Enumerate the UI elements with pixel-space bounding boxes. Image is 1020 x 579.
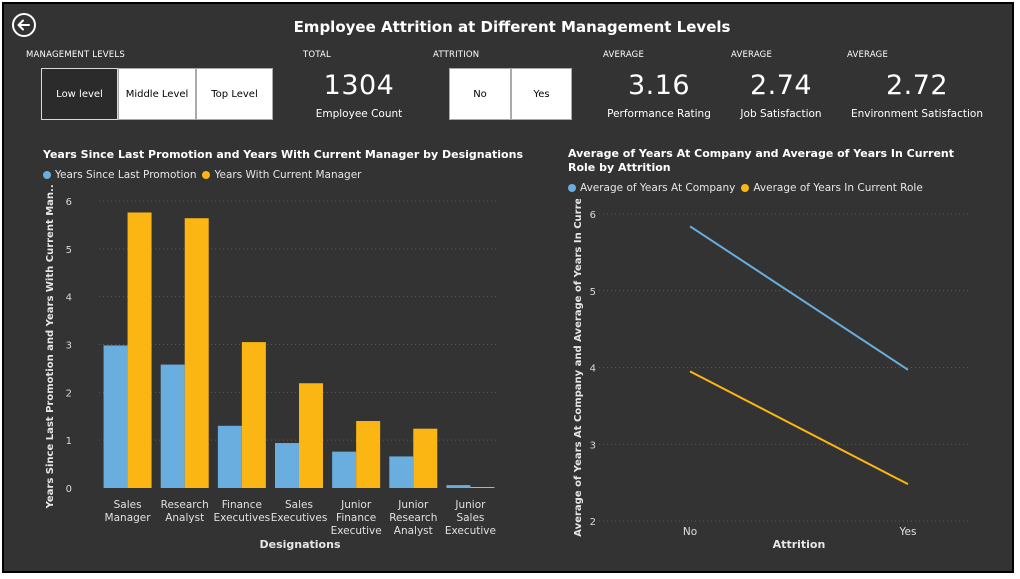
y-tick-label: 3 (66, 341, 72, 352)
legend-label-years-at-company: Average of Years At Company (580, 182, 736, 194)
legend-item-promotion[interactable]: Years Since Last Promotion (43, 169, 196, 181)
back-button[interactable] (12, 13, 36, 37)
x-tick-label: Sales Executives (271, 499, 328, 524)
bar-chart: 0 1 2 3 4 5 6 Sales Manager Research AnalystFinanc… (45, 184, 499, 551)
management-middle-level-button[interactable]: Middle Level (118, 68, 196, 120)
x-tick-label: Junior Sales Executive (445, 499, 496, 537)
dashboard-frame: Employee Attrition at Different Manageme… (2, 2, 1014, 573)
bar (241, 342, 266, 488)
y-tick-label: 0 (66, 484, 72, 495)
bar (389, 456, 414, 488)
kpi-performance-value: 3.16 (627, 70, 691, 101)
x-tick-label: Finance Executives (214, 499, 271, 524)
y-tick-label: 4 (66, 293, 72, 304)
bar (103, 345, 128, 488)
bar (470, 487, 495, 488)
legend-item-years-in-role[interactable]: Average of Years In Current Role (741, 182, 923, 194)
management-top-level-button[interactable]: Top Level (196, 68, 273, 120)
attrition-label: ATTRITION (433, 50, 480, 60)
kpi-environment-value: 2.72 (885, 70, 949, 101)
x-tick-label: Junior Research Analyst (389, 499, 437, 537)
line-chart: 2 3 4 5 6 No Yes Attrition Average of Years At C… (573, 199, 969, 551)
attrition-yes-button[interactable]: Yes (511, 68, 572, 120)
bar (446, 485, 471, 488)
x-axis-title: Attrition (773, 538, 826, 551)
x-tick-label: Research Analyst (161, 499, 209, 524)
kpi-job-satisfaction-label: AVERAGE (731, 50, 773, 60)
bar (413, 428, 438, 488)
y-tick-label: 5 (66, 245, 72, 256)
kpi-job-satisfaction-value: 2.74 (749, 70, 813, 101)
page-title: Employee Attrition at Different Manageme… (293, 18, 731, 36)
bar (299, 383, 323, 488)
bar (184, 218, 209, 488)
legend-label-years-in-role: Average of Years In Current Role (753, 182, 923, 194)
y-tick-label: 1 (66, 436, 72, 447)
series-line (689, 225, 909, 371)
legend-item-years-at-company[interactable]: Average of Years At Company (568, 182, 735, 194)
management-low-level-button[interactable]: Low level (41, 68, 118, 120)
y-tick-label: 4 (590, 364, 596, 375)
line-chart-legend: Average of Years At Company Average of Y… (568, 182, 929, 194)
bar (160, 364, 185, 488)
x-tick-label: Yes (899, 526, 917, 538)
x-axis-title: Designations (259, 538, 340, 551)
kpi-performance-label: AVERAGE (603, 50, 645, 60)
y-tick-label: 2 (590, 517, 596, 528)
x-tick-label: Junior Finance Executive (331, 499, 382, 537)
legend-dot-blue-icon (568, 184, 576, 192)
kpi-job-satisfaction-caption: Job Satisfaction (740, 108, 822, 120)
legend-label-manager: Years With Current Manager (214, 169, 362, 181)
legend-dot-blue-icon (43, 171, 51, 179)
attrition-no-button[interactable]: No (449, 68, 511, 120)
kpi-performance-caption: Performance Rating (607, 108, 711, 120)
bar (332, 451, 357, 488)
legend-dot-yellow-icon (202, 171, 211, 179)
y-axis-title: Years Since Last Promotion and Years Wit… (45, 184, 56, 509)
bar-chart-legend: Years Since Last Promotion Years With Cu… (43, 169, 368, 181)
bar (356, 421, 381, 488)
kpi-environment-caption: Environment Satisfaction (850, 108, 983, 120)
y-tick-label: 5 (590, 287, 596, 298)
x-tick-label: No (683, 526, 697, 538)
series-line (689, 370, 909, 486)
management-levels-label: MANAGEMENT LEVELS (26, 50, 125, 60)
y-tick-label: 6 (66, 197, 72, 208)
legend-label-promotion: Years Since Last Promotion (55, 169, 197, 181)
arrow-left-icon (17, 19, 30, 31)
legend-dot-yellow-icon (741, 184, 750, 192)
bar-chart-title: Years Since Last Promotion and Years Wit… (43, 148, 523, 161)
kpi-employee-count-value: 1304 (323, 70, 395, 101)
kpi-employee-count-caption: Employee Count (315, 108, 403, 120)
x-tick-label: Sales Manager (105, 499, 152, 524)
kpi-total-label: TOTAL (303, 50, 331, 60)
bar (275, 443, 299, 488)
y-tick-label: 2 (66, 388, 72, 399)
y-tick-label: 3 (590, 440, 596, 451)
bar (127, 212, 152, 489)
line-chart-title: Average of Years At Company and Average … (568, 147, 954, 174)
bar (217, 425, 242, 488)
y-tick-label: 6 (590, 210, 596, 221)
y-axis-title: Average of Years At Company and Average … (573, 199, 584, 537)
legend-item-manager[interactable]: Years With Current Manager (202, 169, 362, 181)
kpi-environment-label: AVERAGE (847, 50, 889, 60)
